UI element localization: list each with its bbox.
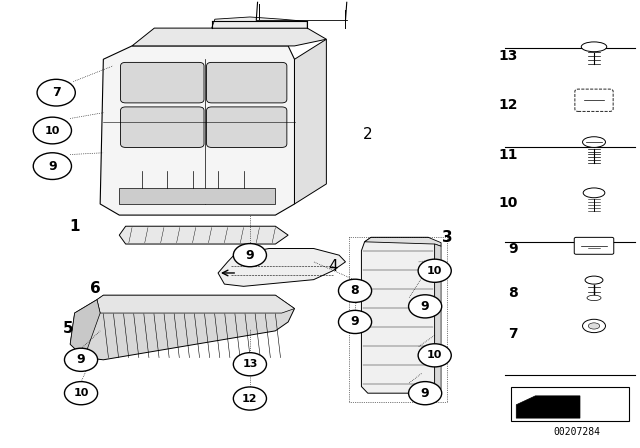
Circle shape [37, 79, 76, 106]
Text: 5: 5 [63, 321, 74, 336]
Text: 3: 3 [442, 230, 452, 245]
Circle shape [339, 279, 372, 302]
Circle shape [408, 295, 442, 318]
Circle shape [234, 244, 266, 267]
Text: 2: 2 [363, 127, 372, 142]
Polygon shape [294, 39, 326, 204]
FancyBboxPatch shape [120, 62, 204, 103]
Circle shape [65, 382, 98, 405]
Text: 10: 10 [427, 266, 442, 276]
Polygon shape [100, 46, 294, 215]
Text: 4: 4 [328, 259, 337, 274]
Text: 13: 13 [498, 49, 518, 63]
Polygon shape [97, 295, 294, 313]
FancyBboxPatch shape [120, 107, 204, 147]
Text: 9: 9 [48, 159, 57, 172]
Text: 10: 10 [45, 125, 60, 135]
Text: 9: 9 [246, 249, 254, 262]
Ellipse shape [583, 188, 605, 198]
Text: 8: 8 [508, 285, 518, 300]
FancyBboxPatch shape [574, 237, 614, 254]
FancyBboxPatch shape [207, 107, 287, 147]
Polygon shape [218, 249, 346, 286]
Text: 10: 10 [498, 196, 518, 210]
Text: 00207284: 00207284 [553, 427, 600, 437]
Text: 9: 9 [508, 242, 518, 256]
FancyBboxPatch shape [207, 62, 287, 103]
Text: 13: 13 [242, 359, 257, 369]
Text: 9: 9 [351, 315, 359, 328]
Circle shape [65, 348, 98, 371]
Circle shape [33, 153, 72, 180]
Text: 12: 12 [498, 98, 518, 112]
Ellipse shape [588, 323, 600, 329]
Text: 9: 9 [77, 353, 85, 366]
Ellipse shape [585, 276, 603, 284]
Ellipse shape [582, 137, 605, 147]
Text: 9: 9 [421, 387, 429, 400]
Polygon shape [212, 17, 307, 28]
Circle shape [33, 117, 72, 144]
Circle shape [234, 387, 266, 410]
Polygon shape [516, 396, 580, 418]
Circle shape [418, 344, 451, 367]
Text: 10: 10 [74, 388, 89, 398]
Polygon shape [435, 244, 441, 393]
Text: 9: 9 [421, 300, 429, 313]
Text: 10: 10 [427, 350, 442, 360]
Ellipse shape [581, 42, 607, 52]
Text: 1: 1 [69, 219, 80, 234]
Text: 8: 8 [351, 284, 359, 297]
Polygon shape [119, 226, 288, 244]
Polygon shape [362, 237, 435, 393]
Ellipse shape [582, 319, 605, 332]
FancyBboxPatch shape [575, 89, 613, 112]
Text: 7: 7 [52, 86, 61, 99]
Polygon shape [70, 300, 100, 358]
Ellipse shape [587, 295, 601, 301]
Circle shape [418, 259, 451, 282]
Polygon shape [132, 28, 326, 46]
Text: 12: 12 [242, 393, 258, 404]
Circle shape [339, 310, 372, 333]
Polygon shape [70, 295, 294, 360]
Text: 11: 11 [498, 147, 518, 162]
Circle shape [408, 382, 442, 405]
Polygon shape [119, 188, 275, 204]
Polygon shape [365, 237, 441, 246]
Circle shape [234, 353, 266, 376]
Text: 6: 6 [90, 281, 101, 296]
Bar [511, 388, 629, 421]
Text: 7: 7 [508, 327, 518, 341]
